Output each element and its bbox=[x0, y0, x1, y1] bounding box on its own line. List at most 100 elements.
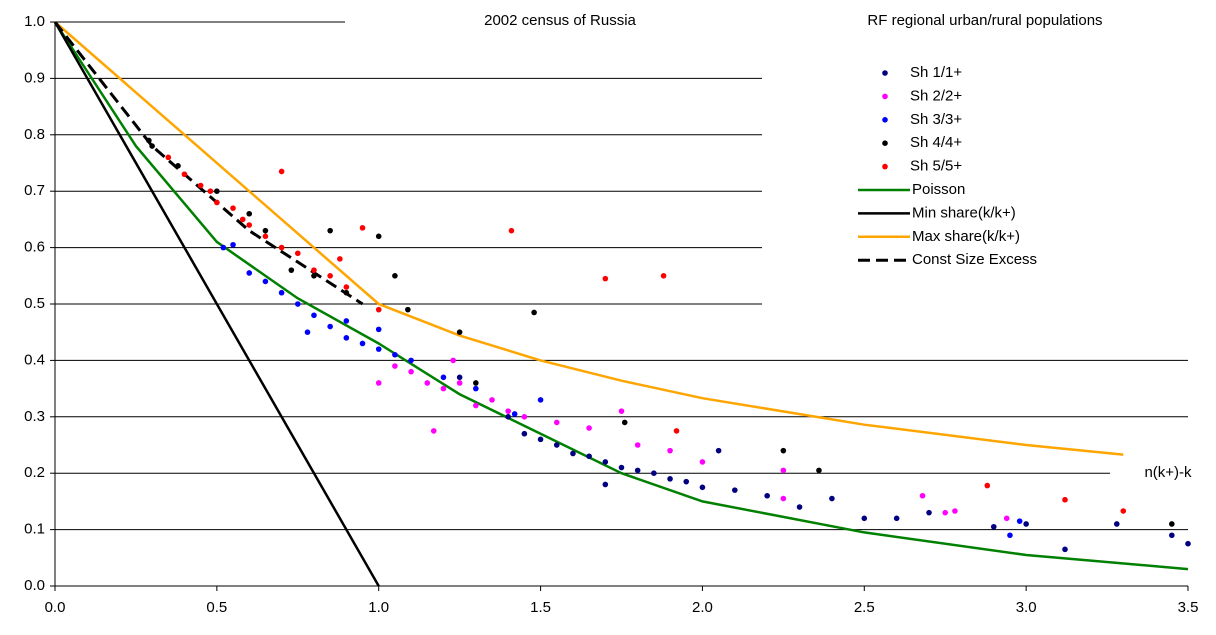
point bbox=[440, 385, 447, 392]
point bbox=[586, 453, 592, 460]
point bbox=[405, 306, 411, 313]
x-label-bg bbox=[1110, 460, 1214, 486]
point bbox=[375, 306, 382, 313]
point bbox=[430, 428, 437, 434]
y-tick-label: 1.0 bbox=[24, 13, 45, 30]
point bbox=[602, 481, 609, 488]
point bbox=[456, 380, 463, 386]
point bbox=[392, 273, 398, 279]
point bbox=[337, 256, 343, 262]
line bbox=[54, 21, 1124, 456]
point bbox=[893, 515, 900, 522]
point bbox=[246, 270, 253, 276]
point bbox=[521, 414, 528, 420]
point bbox=[343, 335, 350, 341]
legend-label: Sh 5/5+ bbox=[910, 158, 962, 175]
point bbox=[667, 447, 673, 454]
legend-marker bbox=[882, 117, 888, 123]
point bbox=[1062, 546, 1068, 553]
x-tick-label: 2.0 bbox=[692, 599, 713, 616]
point bbox=[181, 171, 188, 178]
y-tick-label: 0.1 bbox=[24, 521, 45, 538]
point bbox=[764, 492, 770, 499]
y-tick-label: 0.9 bbox=[24, 69, 45, 86]
point bbox=[327, 273, 333, 279]
title-bg bbox=[345, 8, 765, 34]
point bbox=[278, 244, 285, 251]
point bbox=[343, 318, 350, 324]
x-tick-label: 0.0 bbox=[45, 599, 66, 616]
x-tick-label: 3.5 bbox=[1178, 599, 1199, 616]
point bbox=[651, 470, 657, 477]
point bbox=[343, 284, 350, 290]
point bbox=[440, 374, 447, 381]
chart-title: 2002 census of Russia bbox=[484, 12, 636, 29]
line bbox=[53, 21, 364, 306]
point bbox=[1120, 508, 1127, 514]
line bbox=[53, 21, 380, 587]
y-tick-label: 0.7 bbox=[24, 182, 45, 199]
point bbox=[1023, 521, 1029, 527]
point bbox=[531, 309, 537, 316]
point bbox=[621, 419, 628, 426]
point bbox=[634, 442, 641, 448]
point bbox=[278, 289, 285, 296]
point bbox=[294, 250, 301, 257]
point bbox=[262, 227, 269, 234]
legend-bg bbox=[762, 8, 1202, 330]
point bbox=[165, 154, 172, 161]
point bbox=[683, 478, 690, 485]
point bbox=[288, 267, 295, 273]
point bbox=[699, 484, 706, 491]
y-tick-label: 0.0 bbox=[24, 577, 45, 594]
legend-label: Sh 2/2+ bbox=[910, 87, 962, 104]
point bbox=[146, 137, 152, 144]
point bbox=[230, 241, 236, 248]
point bbox=[304, 329, 311, 336]
point bbox=[553, 442, 560, 448]
point bbox=[505, 408, 512, 414]
y-tick-label: 0.2 bbox=[24, 464, 45, 481]
point bbox=[392, 351, 398, 358]
point bbox=[343, 289, 350, 296]
point bbox=[926, 509, 932, 516]
point bbox=[780, 495, 787, 502]
legend-marker bbox=[882, 70, 888, 76]
point bbox=[473, 380, 479, 386]
point bbox=[537, 397, 544, 403]
point bbox=[952, 508, 958, 514]
point bbox=[919, 492, 926, 499]
point bbox=[715, 447, 722, 454]
point bbox=[602, 275, 609, 282]
y-tick-label: 0.8 bbox=[24, 126, 45, 143]
point bbox=[327, 227, 333, 234]
point bbox=[408, 357, 414, 364]
point bbox=[359, 225, 366, 231]
point bbox=[942, 509, 949, 516]
point bbox=[246, 210, 253, 217]
x-tick-label: 1.0 bbox=[368, 599, 389, 616]
point bbox=[473, 402, 479, 409]
point bbox=[1185, 540, 1191, 547]
point bbox=[294, 301, 301, 307]
point bbox=[829, 495, 835, 502]
point bbox=[1003, 515, 1010, 522]
point bbox=[505, 414, 512, 420]
point bbox=[175, 163, 181, 169]
point bbox=[1062, 496, 1068, 503]
y-tick-label: 0.3 bbox=[24, 408, 45, 425]
point bbox=[214, 188, 220, 194]
point bbox=[861, 515, 868, 522]
point bbox=[699, 459, 706, 465]
legend-label: Sh 1/1+ bbox=[910, 64, 962, 81]
point bbox=[816, 467, 822, 474]
point bbox=[796, 504, 803, 510]
point bbox=[220, 244, 227, 251]
point bbox=[278, 168, 285, 175]
point bbox=[262, 278, 269, 285]
point bbox=[553, 419, 560, 426]
x-tick-label: 0.5 bbox=[206, 599, 227, 616]
point bbox=[489, 397, 495, 403]
